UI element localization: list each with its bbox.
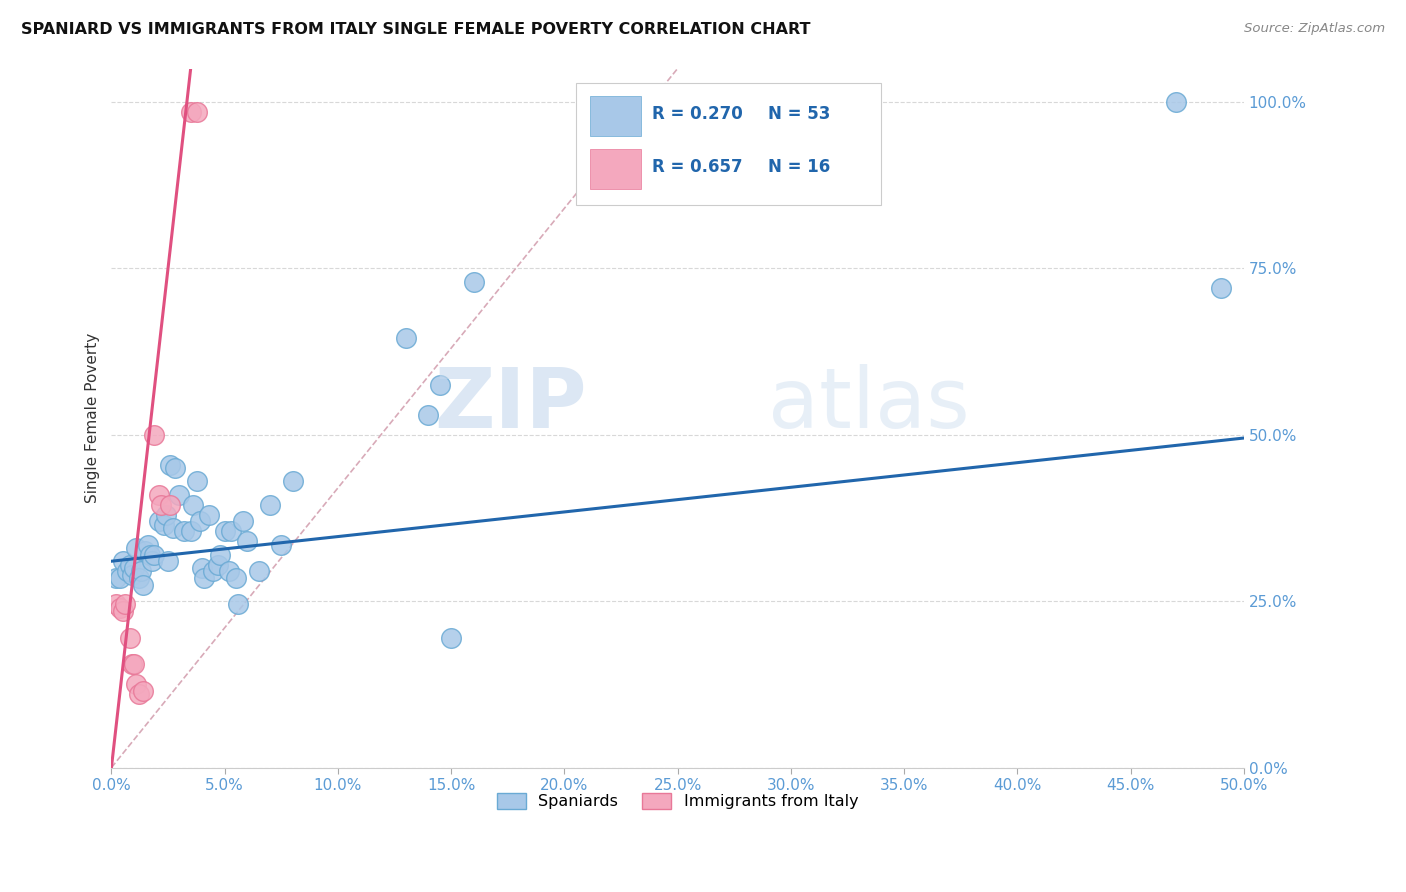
Point <box>186 475 208 489</box>
Point <box>134 544 156 558</box>
Point <box>207 558 229 572</box>
Point <box>209 548 232 562</box>
Point <box>141 554 163 568</box>
Point <box>162 521 184 535</box>
Point <box>132 577 155 591</box>
Point <box>143 548 166 562</box>
Point <box>132 684 155 698</box>
Point <box>281 475 304 489</box>
Point <box>1211 281 1233 295</box>
Text: N = 16: N = 16 <box>768 158 831 176</box>
Point <box>232 514 254 528</box>
Point <box>181 498 204 512</box>
Point <box>202 564 225 578</box>
Point <box>110 571 132 585</box>
FancyBboxPatch shape <box>591 95 641 136</box>
Point <box>148 488 170 502</box>
Point <box>111 604 134 618</box>
Point <box>152 517 174 532</box>
Point <box>148 514 170 528</box>
Point <box>188 514 211 528</box>
Point <box>110 600 132 615</box>
Point <box>163 461 186 475</box>
FancyBboxPatch shape <box>575 82 882 205</box>
Point <box>214 524 236 539</box>
Point <box>159 498 181 512</box>
Point <box>139 548 162 562</box>
Point <box>118 558 141 572</box>
Point <box>136 537 159 551</box>
Point <box>221 524 243 539</box>
Point <box>193 571 215 585</box>
Point <box>247 564 270 578</box>
Point <box>111 554 134 568</box>
Text: SPANIARD VS IMMIGRANTS FROM ITALY SINGLE FEMALE POVERTY CORRELATION CHART: SPANIARD VS IMMIGRANTS FROM ITALY SINGLE… <box>21 22 811 37</box>
Point <box>270 537 292 551</box>
Point <box>157 554 180 568</box>
Point <box>118 631 141 645</box>
Point <box>125 677 148 691</box>
Text: atlas: atlas <box>768 364 970 444</box>
Point <box>150 498 173 512</box>
Point <box>122 561 145 575</box>
Point <box>180 524 202 539</box>
Point <box>440 631 463 645</box>
Point <box>226 598 249 612</box>
Point <box>159 458 181 472</box>
Point <box>121 567 143 582</box>
FancyBboxPatch shape <box>591 149 641 189</box>
Point <box>259 498 281 512</box>
Text: R = 0.657: R = 0.657 <box>651 158 742 176</box>
Legend: Spaniards, Immigrants from Italy: Spaniards, Immigrants from Italy <box>491 786 865 815</box>
Point <box>128 571 150 585</box>
Point <box>173 524 195 539</box>
Text: Source: ZipAtlas.com: Source: ZipAtlas.com <box>1244 22 1385 36</box>
Point <box>117 564 139 578</box>
Text: R = 0.270: R = 0.270 <box>651 105 742 123</box>
Y-axis label: Single Female Poverty: Single Female Poverty <box>86 333 100 503</box>
Text: N = 53: N = 53 <box>768 105 831 123</box>
Point <box>429 377 451 392</box>
Point <box>155 508 177 522</box>
Point <box>143 427 166 442</box>
Point <box>125 541 148 555</box>
Point <box>218 564 240 578</box>
Point <box>104 571 127 585</box>
Text: ZIP: ZIP <box>434 364 588 444</box>
Point <box>128 687 150 701</box>
Point <box>198 508 221 522</box>
Point <box>121 657 143 672</box>
Point <box>169 488 191 502</box>
Point <box>122 657 145 672</box>
Point <box>236 534 259 549</box>
Point <box>129 564 152 578</box>
Point <box>104 598 127 612</box>
Point <box>191 561 214 575</box>
Point <box>395 331 418 345</box>
Point <box>1164 95 1187 109</box>
Point <box>180 104 202 119</box>
Point <box>225 571 247 585</box>
Point <box>463 275 485 289</box>
Point <box>186 104 208 119</box>
Point <box>114 598 136 612</box>
Point <box>418 408 440 422</box>
